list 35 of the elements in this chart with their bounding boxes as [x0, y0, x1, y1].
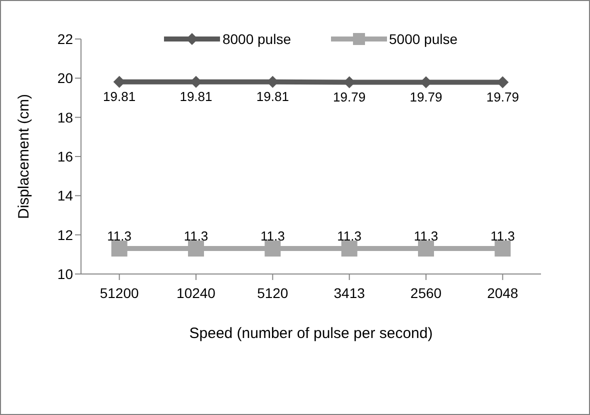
legend-label: 8000 pulse	[221, 31, 291, 47]
point	[111, 240, 128, 257]
y-tick-label: 12	[57, 226, 74, 243]
point	[494, 240, 511, 257]
point	[188, 240, 204, 257]
y-axis-title: Displacement (cm)	[15, 94, 32, 220]
x-tick-label: 2048	[487, 284, 518, 301]
y-tick-label: 18	[57, 109, 74, 126]
legend-label: 5000 pulse	[388, 31, 458, 47]
y-tick-label: 16	[57, 148, 74, 164]
point	[418, 240, 434, 257]
data-label: 11.3	[184, 228, 208, 244]
x-tick-label: 10240	[176, 284, 216, 301]
x-tick-label: 2560	[410, 284, 442, 301]
y-tick-label: 22	[57, 30, 74, 47]
data-label: 19.79	[410, 90, 442, 105]
x-tick-label: 51200	[100, 284, 140, 301]
data-label: 19.79	[333, 90, 366, 105]
y-tick-label: 14	[57, 188, 74, 204]
x-axis-title: Speed (number of pulse per second)	[189, 325, 433, 342]
data-label: 11.3	[107, 228, 132, 244]
data-label: 19.81	[256, 89, 289, 104]
data-label: 11.3	[490, 228, 515, 244]
data-label: 11.3	[337, 228, 362, 244]
data-label: 19.81	[180, 89, 212, 104]
point	[341, 240, 358, 257]
data-label: 19.79	[486, 90, 519, 105]
y-tick-label: 20	[57, 70, 74, 86]
y-tick-label: 10	[57, 266, 74, 282]
data-label: 11.3	[414, 228, 438, 244]
x-tick-label: 3413	[334, 284, 366, 301]
data-label: 11.3	[260, 228, 285, 244]
data-label: 19.81	[103, 89, 136, 104]
x-tick-label: 5120	[257, 284, 288, 301]
point	[264, 240, 281, 257]
